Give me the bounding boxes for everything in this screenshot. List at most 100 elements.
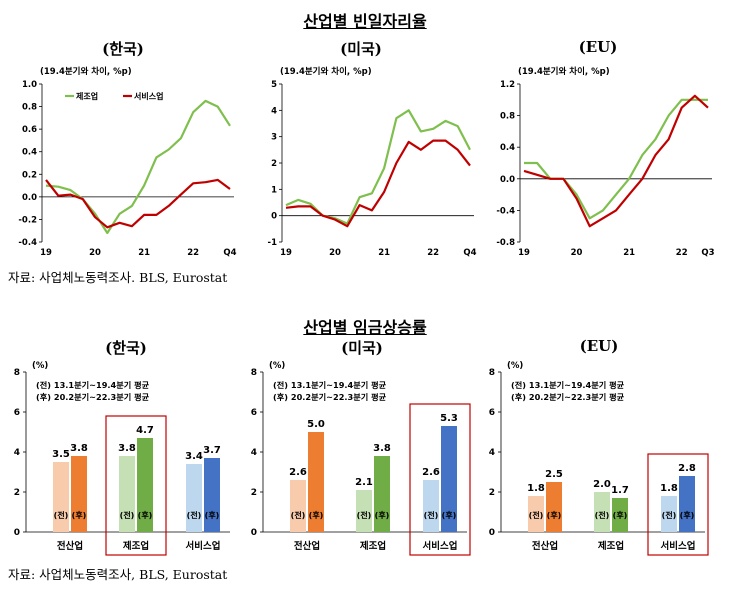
bar-tag-after: (후) bbox=[72, 510, 87, 520]
x-tick-label: Q4 bbox=[463, 248, 476, 258]
line-chart-korea: (19.4분기와 차이, %p) -0.4 -0.2 0.0 0.2 0.4 0.6 0.8 1… bbox=[18, 66, 236, 258]
unit-label: (%) bbox=[507, 361, 523, 371]
note-text: (전) 13.1분기~19.4분기 평균 bbox=[273, 380, 387, 390]
y-tick-label: 0 bbox=[489, 528, 495, 538]
bar-after bbox=[612, 498, 628, 532]
y-tick-label: 2 bbox=[14, 488, 20, 498]
bar-tag-after: (후) bbox=[547, 510, 562, 520]
value-label-after: 1.7 bbox=[611, 485, 629, 496]
value-label-before: 1.8 bbox=[660, 483, 678, 494]
series-line-manufacturing bbox=[285, 109, 471, 225]
series-line-services bbox=[523, 94, 709, 228]
value-label-after: 2.8 bbox=[678, 463, 696, 474]
category-label: 서비스업 bbox=[423, 540, 458, 552]
x-tick-label: 19 bbox=[518, 248, 530, 258]
y-tick-label: 0.0 bbox=[500, 175, 515, 185]
y-tick-label: 8 bbox=[489, 368, 495, 378]
highlight-box bbox=[409, 403, 471, 556]
bar-chart-eu-title: (EU) bbox=[579, 337, 619, 355]
bar-after bbox=[137, 438, 153, 532]
section2-source: 자료: 사업체노동력조사, BLS, Eurostat bbox=[8, 567, 228, 582]
series-line-services bbox=[45, 178, 231, 229]
bar-tag-after: (후) bbox=[442, 510, 457, 520]
note-text: (후) 20.2분기~22.3분기 평균 bbox=[273, 392, 387, 402]
y-tick-label: 6 bbox=[251, 408, 257, 418]
y-tick-label: 0.2 bbox=[22, 170, 37, 180]
category-label: 제조업 bbox=[123, 540, 149, 552]
bar-tag-after: (후) bbox=[613, 510, 628, 520]
series-line-manufacturing bbox=[524, 98, 708, 220]
y-tick-label: 6 bbox=[14, 408, 20, 418]
y-tick-label: 2 bbox=[489, 488, 495, 498]
x-tick-label: Q3 bbox=[701, 248, 714, 258]
bar-tag-before: (전) bbox=[529, 510, 544, 520]
bar-tag-before: (전) bbox=[54, 510, 69, 520]
bar-chart-eu: (%) 0 2 4 6 8 (전) 13.1분기~19.4분기 평균 (후) 20.2분기~2… bbox=[489, 361, 709, 556]
bar-before bbox=[290, 480, 306, 532]
bar-tag-before: (전) bbox=[187, 510, 202, 520]
bar-after bbox=[204, 458, 220, 532]
highlight-box bbox=[105, 415, 167, 556]
note-text: (후) 20.2분기~22.3분기 평균 bbox=[511, 392, 625, 402]
x-tick-label: 21 bbox=[378, 248, 390, 258]
note-text: (전) 13.1분기~19.4분기 평균 bbox=[511, 380, 625, 390]
bar-tag-after: (후) bbox=[309, 510, 324, 520]
bar-chart-korea-title: (한국) bbox=[105, 339, 147, 357]
x-tick-label: Q4 bbox=[223, 248, 236, 258]
bar-chart-us-title: (미국) bbox=[341, 339, 383, 357]
bar-before bbox=[594, 492, 610, 532]
bar-before bbox=[53, 462, 69, 532]
x-tick-label: 19 bbox=[40, 248, 52, 258]
x-tick-label: 20 bbox=[329, 248, 341, 258]
bar-tag-before: (전) bbox=[424, 510, 439, 520]
bar-before bbox=[119, 456, 135, 532]
bar-after bbox=[679, 476, 695, 532]
value-label-after: 2.5 bbox=[545, 469, 563, 480]
highlight-box bbox=[647, 453, 709, 556]
y-tick-label: 1 bbox=[271, 185, 277, 195]
line-chart-us: (19.4분기와 차이, %p) -1 0 1 2 3 4 5 19 20 21 22 Q4 bbox=[268, 66, 477, 258]
unit-label: (19.4분기와 차이, %p) bbox=[40, 66, 132, 77]
line-chart-eu: (19.4분기와 차이, %p) -0.8 -0.4 0.0 0.4 0.8 1.2 19 20… bbox=[496, 66, 714, 258]
x-tick-label: 20 bbox=[571, 248, 583, 258]
bar-after bbox=[441, 426, 457, 532]
bar-tag-after: (후) bbox=[375, 510, 390, 520]
x-tick-label: 21 bbox=[623, 248, 635, 258]
y-tick-label: 8 bbox=[14, 368, 20, 378]
bar-before bbox=[186, 464, 202, 532]
category-label: 전산업 bbox=[57, 540, 83, 552]
line-chart-korea-title: (한국) bbox=[102, 40, 144, 58]
bar-chart-us: (%) 0 2 4 6 8 (전) 13.1분기~19.4분기 평균 (후) 20.2분기~2… bbox=[251, 361, 471, 556]
bar-tag-after: (후) bbox=[138, 510, 153, 520]
y-tick-label: 0.8 bbox=[22, 103, 37, 113]
value-label-before: 2.0 bbox=[593, 479, 611, 490]
y-tick-label: 0.4 bbox=[500, 143, 515, 153]
bar-tag-before: (전) bbox=[662, 510, 677, 520]
bar-tag-after: (후) bbox=[205, 510, 220, 520]
section1-source: 자료: 사업체노동력조사. BLS, Eurostat bbox=[8, 270, 228, 285]
value-label-before: 2.6 bbox=[289, 467, 307, 478]
bar-after bbox=[71, 456, 87, 532]
section2-title: 산업별 임금상승률 bbox=[303, 318, 427, 337]
y-tick-label: 0 bbox=[251, 528, 257, 538]
y-tick-label: 0.6 bbox=[22, 125, 37, 135]
series-line-services bbox=[285, 139, 471, 228]
section1-title: 산업별 빈일자리율 bbox=[303, 12, 427, 31]
y-tick-label: 1.2 bbox=[500, 80, 515, 90]
note-text: (전) 13.1분기~19.4분기 평균 bbox=[36, 380, 150, 390]
bar-after bbox=[374, 456, 390, 532]
bar-before bbox=[661, 496, 677, 532]
unit-label: (%) bbox=[32, 361, 48, 371]
value-label-before: 1.8 bbox=[527, 483, 545, 494]
category-label: 서비스업 bbox=[186, 540, 221, 552]
y-tick-label: -0.4 bbox=[496, 206, 515, 216]
unit-label: (%) bbox=[269, 361, 285, 371]
bar-after bbox=[546, 482, 562, 532]
value-label-after: 3.7 bbox=[203, 445, 221, 456]
y-tick-label: 0.8 bbox=[500, 112, 515, 122]
x-tick-label: 22 bbox=[187, 248, 199, 258]
category-label: 전산업 bbox=[294, 540, 320, 552]
y-tick-label: 6 bbox=[489, 408, 495, 418]
x-tick-label: 22 bbox=[427, 248, 439, 258]
y-tick-label: 8 bbox=[251, 368, 257, 378]
